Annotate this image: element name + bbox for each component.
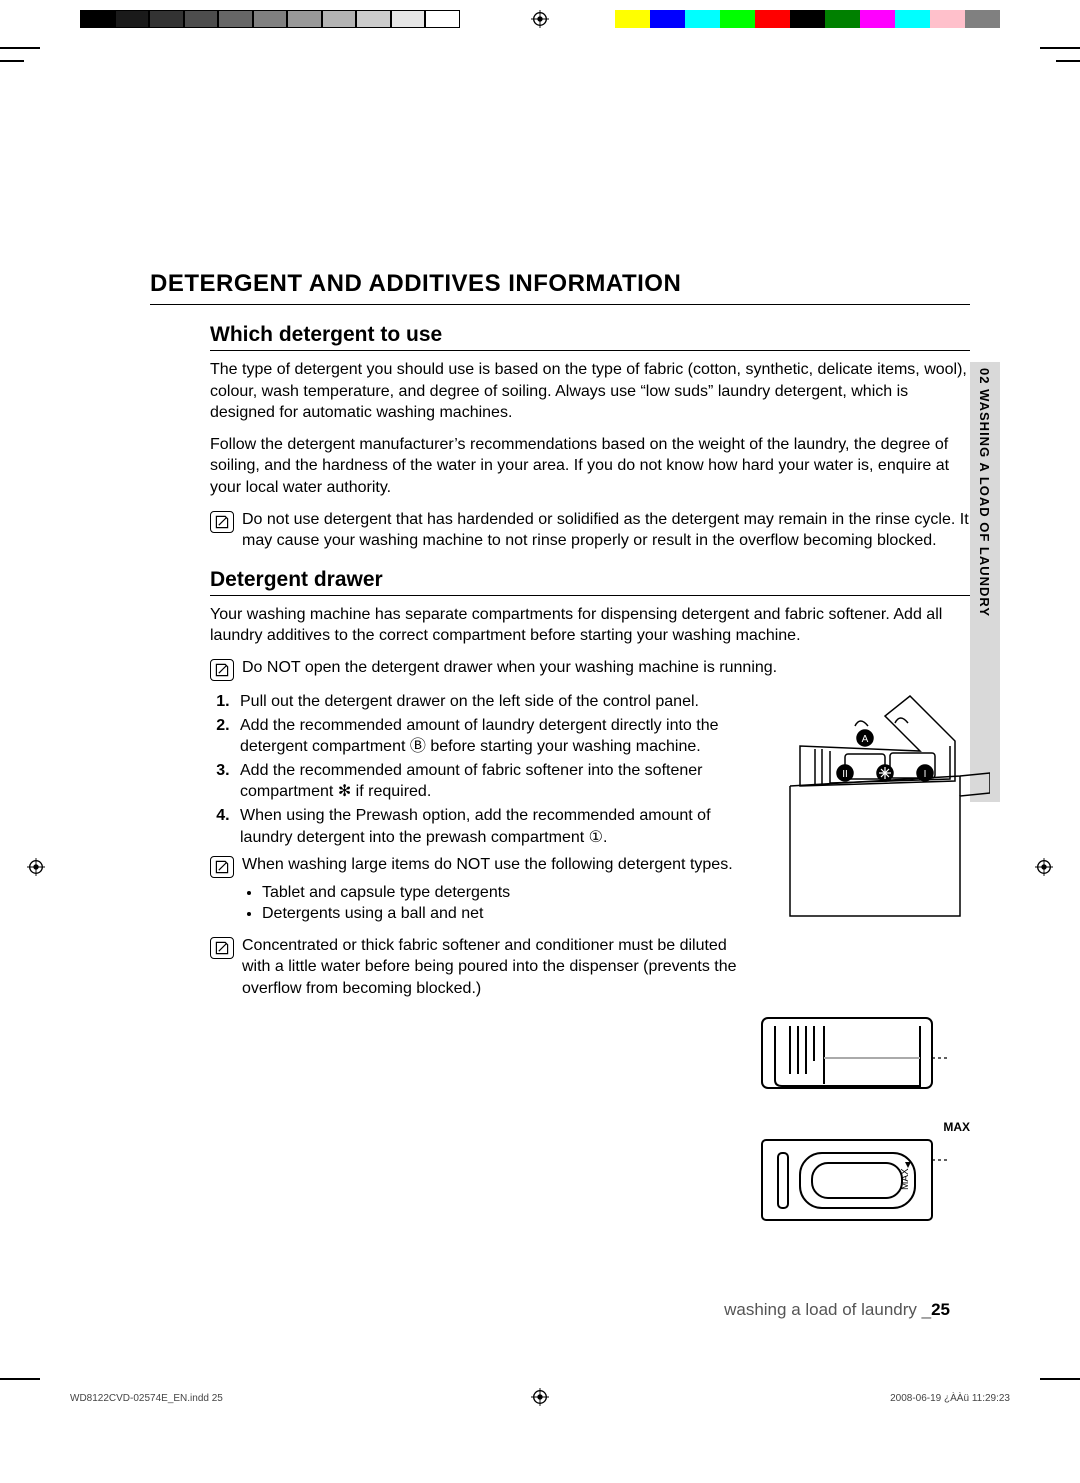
svg-text:II: II bbox=[842, 769, 848, 780]
crop-mark bbox=[1040, 47, 1080, 49]
print-footer-left: WD8122CVD-02574E_EN.indd 25 bbox=[70, 1393, 223, 1404]
list-item: Tablet and capsule type detergents bbox=[262, 882, 733, 904]
list-item: Detergents using a ball and net bbox=[262, 903, 733, 925]
registration-mark-icon bbox=[531, 1388, 549, 1406]
svg-text:I: I bbox=[924, 769, 927, 780]
note-text: When washing large items do NOT use the … bbox=[242, 854, 733, 925]
note: Concentrated or thick fabric softener an… bbox=[210, 935, 740, 1000]
detergent-drawer-diagram: A II I bbox=[760, 691, 990, 921]
section-heading: Detergent drawer bbox=[210, 568, 970, 592]
list-item: Add the recommended amount of laundry de… bbox=[234, 715, 740, 758]
note-text: Do NOT open the detergent drawer when yo… bbox=[242, 657, 777, 681]
crop-mark bbox=[1040, 1378, 1080, 1380]
section-rule bbox=[210, 350, 970, 351]
note: When washing large items do NOT use the … bbox=[210, 854, 740, 925]
note-icon bbox=[210, 937, 234, 959]
note-text: Do not use detergent that has hardended … bbox=[242, 509, 970, 552]
compartment-top-diagram bbox=[760, 1016, 950, 1101]
page-footer: washing a load of laundry _25 bbox=[724, 1300, 950, 1320]
body-text: Follow the detergent manufacturer’s reco… bbox=[210, 434, 970, 499]
crop-mark bbox=[0, 1378, 40, 1380]
registration-mark-icon bbox=[27, 858, 45, 876]
color-bar bbox=[580, 10, 1000, 28]
chapter-tab-label: 02 WASHING A LOAD OF LAUNDRY bbox=[977, 368, 992, 617]
grayscale-bar bbox=[80, 10, 460, 28]
note-icon bbox=[210, 856, 234, 878]
section-heading: Which detergent to use bbox=[210, 323, 970, 347]
page-content: DETERGENT AND ADDITIVES INFORMATION Whic… bbox=[150, 270, 970, 1233]
body-text: The type of detergent you should use is … bbox=[210, 359, 970, 424]
svg-text:MAX: MAX bbox=[900, 1168, 911, 1190]
title-rule bbox=[150, 304, 970, 305]
steps-column: Pull out the detergent drawer on the lef… bbox=[210, 691, 740, 1233]
registration-mark-icon bbox=[1035, 858, 1053, 876]
note-icon bbox=[210, 511, 234, 533]
registration-mark-icon bbox=[531, 10, 549, 28]
print-footer-right: 2008-06-19 ¿ÀÀü 11:29:23 bbox=[890, 1393, 1010, 1404]
list-item: Add the recommended amount of fabric sof… bbox=[234, 760, 740, 803]
svg-text:A: A bbox=[862, 734, 869, 745]
step-list: Pull out the detergent drawer on the lef… bbox=[210, 691, 740, 848]
crop-mark bbox=[0, 60, 24, 62]
compartment-front-diagram: MAX bbox=[760, 1138, 950, 1228]
page-title: DETERGENT AND ADDITIVES INFORMATION bbox=[150, 270, 970, 298]
max-label: MAX bbox=[760, 1120, 970, 1134]
list-item: Pull out the detergent drawer on the lef… bbox=[234, 691, 740, 713]
note: Do NOT open the detergent drawer when yo… bbox=[210, 657, 970, 681]
diagram-column: A II I bbox=[760, 691, 990, 1233]
body-text: Your washing machine has separate compar… bbox=[210, 604, 970, 647]
list-item: When using the Prewash option, add the r… bbox=[234, 805, 740, 848]
section-rule bbox=[210, 595, 970, 596]
note-icon bbox=[210, 659, 234, 681]
note: Do not use detergent that has hardended … bbox=[210, 509, 970, 552]
note-text: Concentrated or thick fabric softener an… bbox=[242, 935, 740, 1000]
crop-mark bbox=[0, 47, 40, 49]
crop-mark bbox=[1056, 60, 1080, 62]
